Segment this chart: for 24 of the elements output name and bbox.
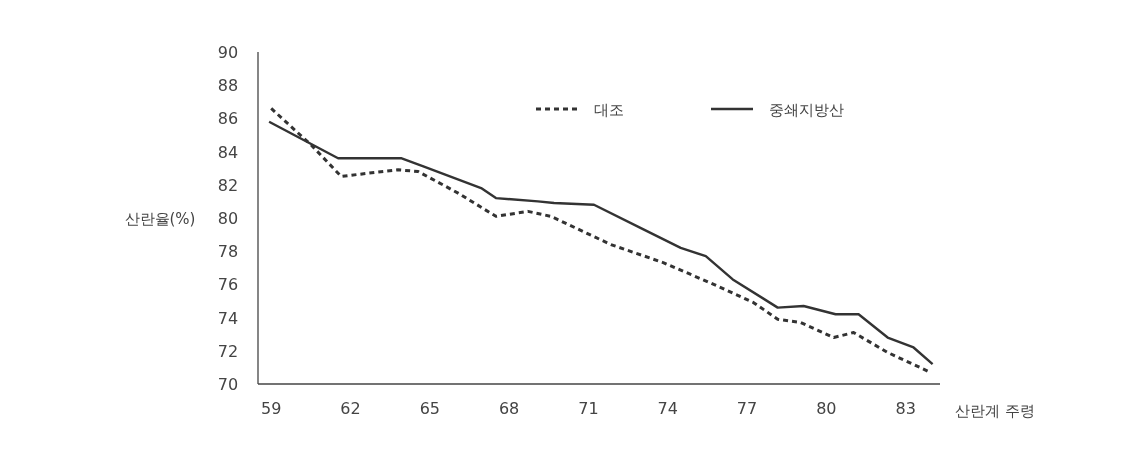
y-tick-label: 76 <box>217 275 239 295</box>
y-tick-label: 84 <box>217 142 239 162</box>
y-tick-label: 82 <box>217 175 239 195</box>
y-tick-label: 78 <box>217 242 239 262</box>
x-tick-label: 59 <box>261 399 282 418</box>
y-tick-label: 70 <box>217 375 239 394</box>
x-tick-label: 68 <box>498 399 520 418</box>
x-tick-label: 77 <box>736 399 758 418</box>
x-tick-label: 80 <box>816 399 837 418</box>
y-tick-label: 86 <box>217 109 239 129</box>
x-tick-label: 65 <box>419 399 440 418</box>
y-tick-label: 72 <box>217 341 239 361</box>
y-tick-label: 88 <box>217 76 239 96</box>
x-tick-label: 71 <box>578 399 599 418</box>
y-tick-label: 80 <box>217 209 239 228</box>
legend-label: 대조 <box>594 101 624 119</box>
y-tick-label: 90 <box>217 43 239 62</box>
x-axis-title: 산란계 주령 <box>955 402 1035 420</box>
y-axis-title: 산란율(%) <box>124 210 196 228</box>
x-tick-label: 83 <box>895 399 916 418</box>
y-tick-label: 74 <box>217 308 239 328</box>
x-tick-label: 74 <box>657 399 678 418</box>
x-tick-label: 62 <box>340 399 361 418</box>
legend-label: 중쇄지방산 <box>769 101 844 119</box>
